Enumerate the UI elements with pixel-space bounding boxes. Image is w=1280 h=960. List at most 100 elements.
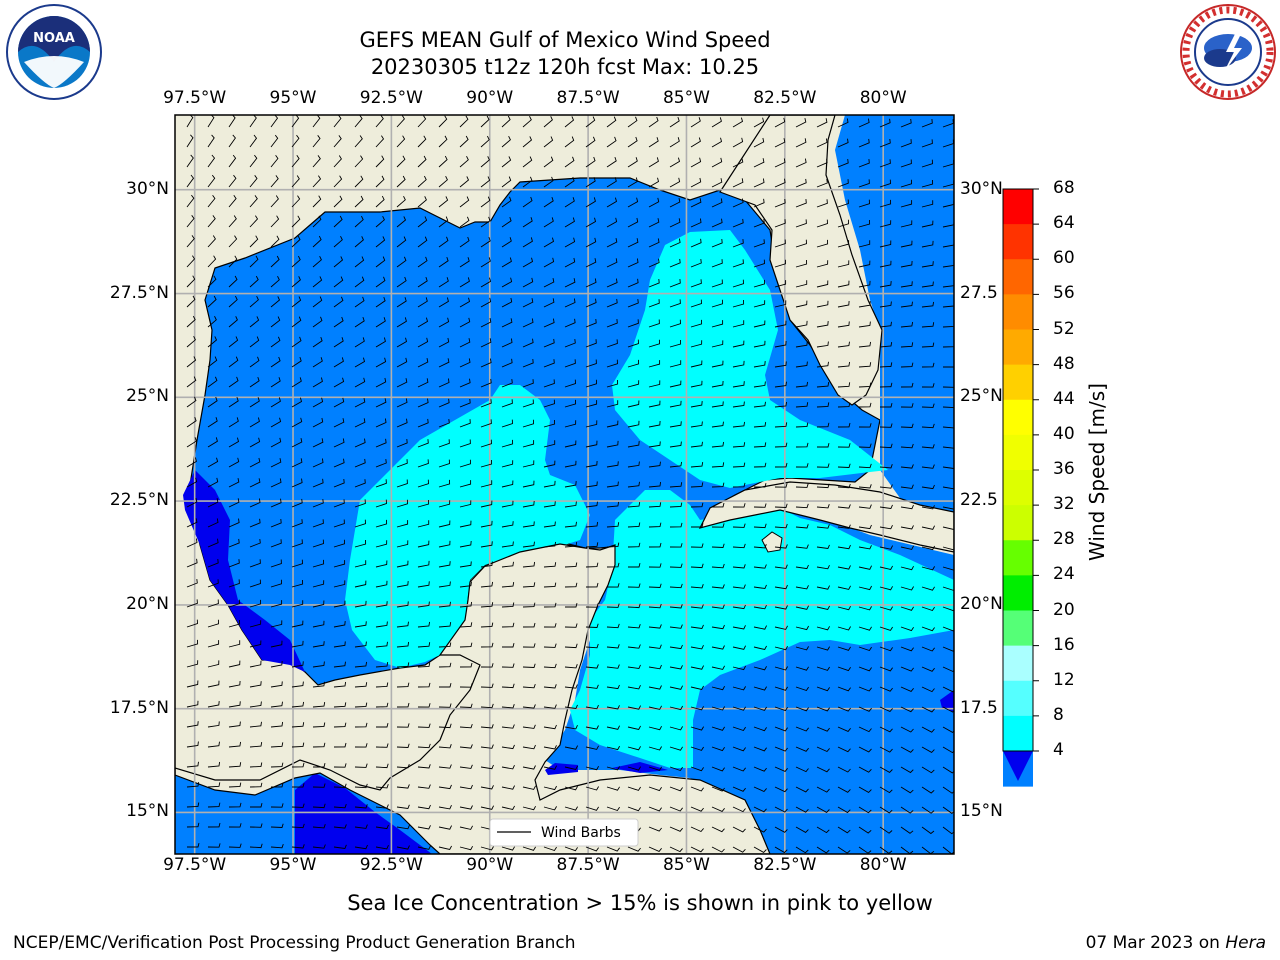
- wind-barb: [270, 701, 283, 708]
- wind-barb: [690, 665, 705, 670]
- wind-barb: [627, 441, 640, 448]
- wind-barb: [459, 601, 473, 608]
- wind-barb: [354, 580, 367, 588]
- wind-barb: [375, 824, 389, 830]
- wind-barb: [585, 704, 599, 710]
- wind-barb: [291, 276, 301, 288]
- wind-barb: [690, 462, 704, 468]
- wind-barb: [732, 401, 745, 408]
- wind-barb: [606, 664, 620, 669]
- wind-barb: [249, 640, 262, 648]
- wind-barb: [291, 783, 305, 788]
- wind-barb: [648, 380, 661, 388]
- wind-barb: [690, 360, 703, 368]
- wind-barb: [921, 179, 934, 188]
- wind-barb: [312, 296, 323, 308]
- wind-barb: [249, 295, 259, 308]
- wind-barb: [606, 379, 619, 388]
- wind-barb: [795, 361, 808, 368]
- wind-barb: [501, 216, 512, 228]
- wind-barb: [354, 135, 363, 148]
- wind-barb: [228, 437, 240, 448]
- colorbar-tick-label: 44: [1053, 388, 1075, 409]
- wind-barb: [480, 622, 494, 628]
- wind-barb: [942, 766, 954, 774]
- wind-barb: [312, 276, 323, 288]
- wind-barb: [459, 196, 470, 208]
- wind-barb: [606, 298, 618, 308]
- wind-barb: [564, 521, 577, 528]
- wind-barb: [606, 440, 619, 448]
- wind-barb: [648, 481, 662, 488]
- wind-barb: [690, 604, 704, 609]
- wind-barb: [501, 156, 512, 168]
- wind-barb: [627, 603, 641, 609]
- wind-barb: [585, 197, 596, 208]
- wind-barb: [606, 846, 620, 852]
- wind-barb: [627, 339, 639, 348]
- wind-0-4-region-honduras: [545, 762, 668, 775]
- wind-barb: [333, 418, 345, 428]
- wind-barb: [669, 299, 681, 308]
- wind-barb: [228, 538, 240, 548]
- wind-barb: [417, 115, 427, 128]
- wind-barb: [249, 235, 259, 248]
- wind-barb: [648, 441, 661, 448]
- wind-barb: [879, 179, 891, 188]
- wind-barb: [249, 134, 258, 148]
- wind-barb: [543, 217, 554, 228]
- wind-barb: [354, 215, 364, 228]
- wind-barb: [774, 361, 787, 368]
- wind-barb: [312, 641, 325, 648]
- wind-barb: [837, 443, 851, 448]
- wind-barb: [480, 642, 494, 648]
- wind-barb: [753, 178, 765, 188]
- wind-barb: [774, 462, 788, 468]
- wind-barb: [837, 199, 849, 208]
- wind-barb: [459, 683, 473, 688]
- wind-barb: [207, 660, 220, 668]
- wind-barb: [249, 660, 262, 668]
- wind-barb: [774, 219, 786, 228]
- wind-barb: [879, 423, 893, 428]
- wind-barb: [480, 764, 494, 770]
- wind-barb: [837, 483, 851, 489]
- wind-barb: [900, 382, 914, 388]
- wind-barb: [459, 439, 471, 448]
- wind-barb: [900, 200, 913, 208]
- wind-barb: [564, 501, 577, 508]
- wind-barb: [459, 520, 472, 528]
- wind-barb: [627, 136, 638, 148]
- wind-barb: [270, 803, 284, 808]
- wind-barb: [228, 356, 239, 368]
- wind-barb: [900, 281, 913, 288]
- wind-barb: [669, 421, 682, 428]
- wind-barb: [753, 442, 767, 448]
- wind-barb: [732, 381, 745, 388]
- wind-barb: [942, 706, 954, 713]
- wind-barb: [207, 376, 218, 388]
- wind-barb: [690, 543, 704, 548]
- wind-barb: [816, 178, 828, 188]
- wind-barb: [627, 217, 639, 228]
- wind-barb: [837, 565, 851, 570]
- wind-barb: [459, 257, 470, 268]
- colorbar-segment: [1003, 329, 1033, 366]
- wind-barb: [543, 136, 554, 148]
- wind-barb: [249, 518, 261, 528]
- wind-barb: [291, 742, 305, 748]
- wind-barb: [879, 342, 893, 348]
- wind-barb: [228, 762, 242, 768]
- wind-barb: [648, 238, 660, 248]
- wind-barb: [921, 525, 936, 530]
- wind-barb: [795, 846, 809, 854]
- wind-barb: [312, 458, 324, 468]
- wind-barb: [186, 660, 199, 668]
- wind-barb: [438, 115, 448, 128]
- wind-barb: [627, 685, 641, 690]
- wind-barb: [417, 682, 431, 688]
- wind-barb: [732, 117, 744, 128]
- wind-barb: [627, 359, 640, 368]
- wind-barb: [228, 498, 240, 508]
- wind-barb: [438, 439, 450, 448]
